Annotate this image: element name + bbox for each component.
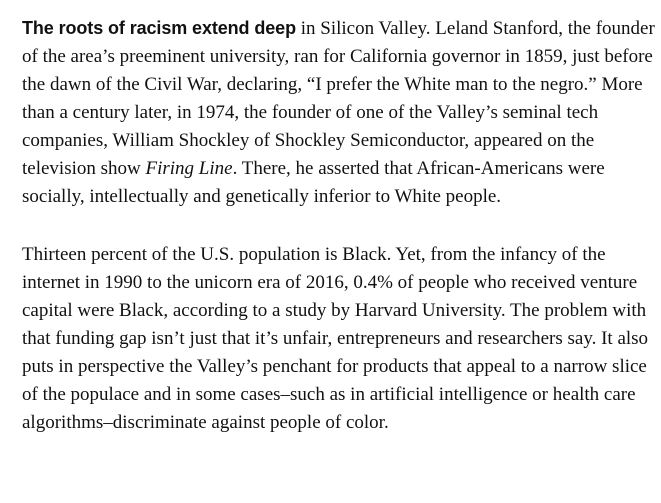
paragraph-1: The roots of racism extend deep in Silic… [22,14,661,211]
paragraph-1-text-part-1: in Silicon Valley. Leland Stanford, the … [22,18,655,179]
lead-in-text: The roots of racism extend deep [22,18,296,38]
paragraph-2: Thirteen percent of the U.S. population … [22,244,649,433]
paragraph-1-text-part-2: . There, he asserted that African-Americ… [22,158,605,207]
article-body: The roots of racism extend deep in Silic… [22,14,661,433]
show-title: Firing Line [145,158,233,179]
